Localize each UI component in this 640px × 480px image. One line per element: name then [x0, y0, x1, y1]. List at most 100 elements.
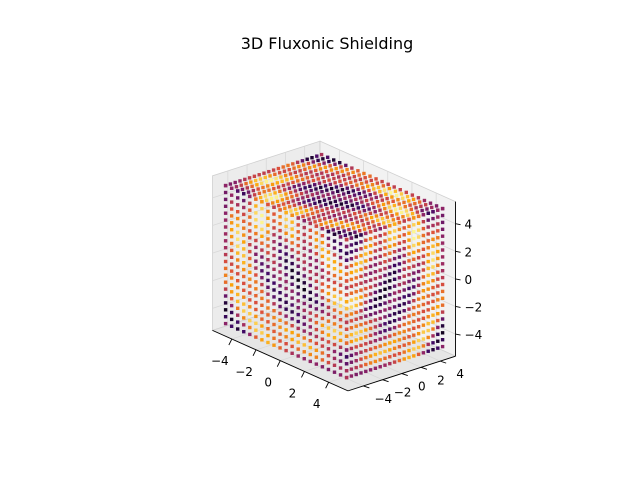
scatter-point-top-75	[299, 173, 304, 177]
scatter-point-top-339	[335, 222, 339, 226]
scatter-point-right-993	[368, 326, 373, 331]
scatter-point-right-1208	[416, 276, 421, 281]
scatter-point-right-968	[364, 355, 368, 360]
scatter-point-front-828	[332, 308, 337, 312]
scatter-point-top-80	[323, 165, 328, 170]
scatter-point-top-107	[263, 194, 268, 198]
scatter-point-front-827	[332, 315, 337, 319]
scatter-point-front-535	[248, 263, 252, 268]
scatter-point-front-848	[338, 318, 343, 322]
scatter-point-right-1125	[397, 276, 402, 280]
scatter-point-top-367	[374, 214, 379, 218]
scatter-point-right-1021	[373, 276, 378, 281]
scatter-point-front-531	[248, 291, 252, 295]
scatter-point-top-326	[367, 207, 371, 211]
scatter-point-top-124	[345, 167, 349, 172]
scatter-point-right-1181	[412, 319, 416, 324]
scatter-point-top-98	[315, 173, 319, 177]
scatter-point-front-621	[272, 260, 276, 265]
scatter-point-top-240	[333, 199, 338, 204]
scatter-point-right-1259	[426, 211, 430, 215]
scatter-point-top-208	[369, 178, 373, 183]
scatter-point-front-716	[302, 343, 306, 347]
scatter-point-top-416	[420, 208, 424, 213]
scatter-point-front-470	[229, 269, 234, 273]
scatter-point-right-1224	[421, 309, 426, 314]
scatter-point-right-1110	[392, 236, 397, 240]
scatter-point-right-1187	[412, 278, 416, 282]
scatter-point-right-1148	[402, 260, 406, 265]
scatter-point-right-1112	[392, 222, 397, 226]
scatter-point-right-1226	[421, 295, 426, 300]
scatter-point-front-629	[272, 205, 276, 209]
scatter-point-front-511	[242, 281, 246, 286]
scatter-point-right-1237	[421, 220, 426, 224]
scatter-point-front-454	[223, 232, 228, 236]
scatter-point-top-131	[284, 192, 288, 196]
scatter-point-front-860	[338, 235, 343, 239]
scatter-point-right-883	[344, 369, 349, 373]
scatter-point-right-888	[344, 334, 349, 338]
scatter-point-top-214	[303, 204, 307, 209]
scatter-point-front-674	[290, 337, 294, 342]
scatter-point-front-774	[314, 238, 319, 242]
scatter-point-right-1156	[407, 348, 411, 353]
scatter-point-top-213	[298, 206, 303, 210]
scatter-point-front-692	[290, 213, 294, 217]
scatter-point-top-284	[355, 201, 359, 206]
scatter-point-right-931	[354, 324, 358, 328]
scatter-point-top-387	[376, 218, 380, 222]
scatter-point-top-1	[228, 182, 233, 186]
scatter-point-front-784	[320, 316, 325, 321]
scatter-point-right-1243	[426, 321, 430, 326]
scatter-point-front-686	[290, 255, 294, 259]
scatter-point-front-713	[296, 216, 300, 220]
scatter-point-top-204	[350, 184, 354, 189]
scatter-point-top-133	[293, 189, 298, 193]
scatter-point-right-954	[359, 309, 363, 313]
scatter-point-right-1275	[431, 244, 435, 248]
scatter-point-right-1050	[383, 363, 387, 367]
scatter-point-front-795	[320, 240, 325, 245]
scatter-point-top-304	[356, 206, 360, 210]
scatter-point-top-352	[397, 202, 401, 206]
scatter-point-right-1124	[397, 282, 402, 287]
scatter-point-right-1099	[392, 312, 397, 316]
scatter-point-front-808	[326, 298, 331, 303]
scatter-point-top-340	[339, 220, 344, 225]
scatter-point-front-818	[326, 229, 331, 234]
scatter-point-front-831	[332, 287, 337, 292]
scatter-point-front-805	[326, 319, 331, 323]
scatter-point-top-386	[371, 220, 375, 224]
scatter-point-top-17	[305, 157, 309, 161]
scatter-point-top-393	[404, 209, 409, 213]
axis-ticks	[228, 223, 461, 389]
scatter-point-top-186	[358, 177, 363, 181]
scatter-point-top-233	[300, 210, 304, 214]
scatter-point-right-1234	[421, 240, 426, 245]
scatter-point-front-675	[290, 330, 294, 335]
scatter-point-top-106	[258, 195, 263, 200]
scatter-point-right-1291	[436, 277, 440, 281]
scatter-point-top-166	[357, 173, 361, 177]
scatter-point-top-201	[335, 189, 340, 193]
scatter-point-front-518	[242, 233, 246, 237]
scatter-point-top-8	[262, 171, 266, 175]
scatter-point-right-964	[359, 240, 363, 244]
scatter-point-right-1213	[416, 242, 421, 246]
scatter-point-front-636	[278, 304, 282, 309]
scatter-point-right-980	[364, 273, 368, 277]
scatter-point-front-488	[236, 292, 240, 297]
scatter-point-front-582	[260, 234, 264, 238]
scatter-point-front-840	[338, 373, 343, 377]
scatter-point-front-706	[296, 264, 300, 268]
scatter-point-top-176	[310, 193, 315, 197]
scatter-point-right-1012	[373, 339, 378, 343]
scatter-point-front-725	[302, 281, 306, 285]
scatter-point-top-395	[414, 206, 418, 210]
scatter-point-front-691	[290, 220, 294, 224]
scatter-point-top-143	[341, 173, 346, 178]
scatter-point-front-755	[308, 221, 312, 226]
scatter-point-top-263	[349, 199, 353, 203]
scatter-point-right-1082	[388, 286, 392, 290]
